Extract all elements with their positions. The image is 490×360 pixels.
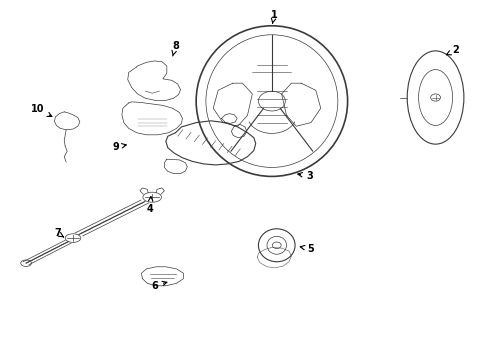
Text: 1: 1 xyxy=(271,10,278,23)
Text: 2: 2 xyxy=(446,45,460,55)
Text: 7: 7 xyxy=(54,228,64,238)
Text: 4: 4 xyxy=(147,197,153,214)
Text: 8: 8 xyxy=(172,41,179,56)
Text: 6: 6 xyxy=(151,281,167,291)
Text: 10: 10 xyxy=(30,104,52,117)
Text: 3: 3 xyxy=(298,171,313,181)
Text: 9: 9 xyxy=(112,142,126,152)
Text: 5: 5 xyxy=(300,244,315,254)
